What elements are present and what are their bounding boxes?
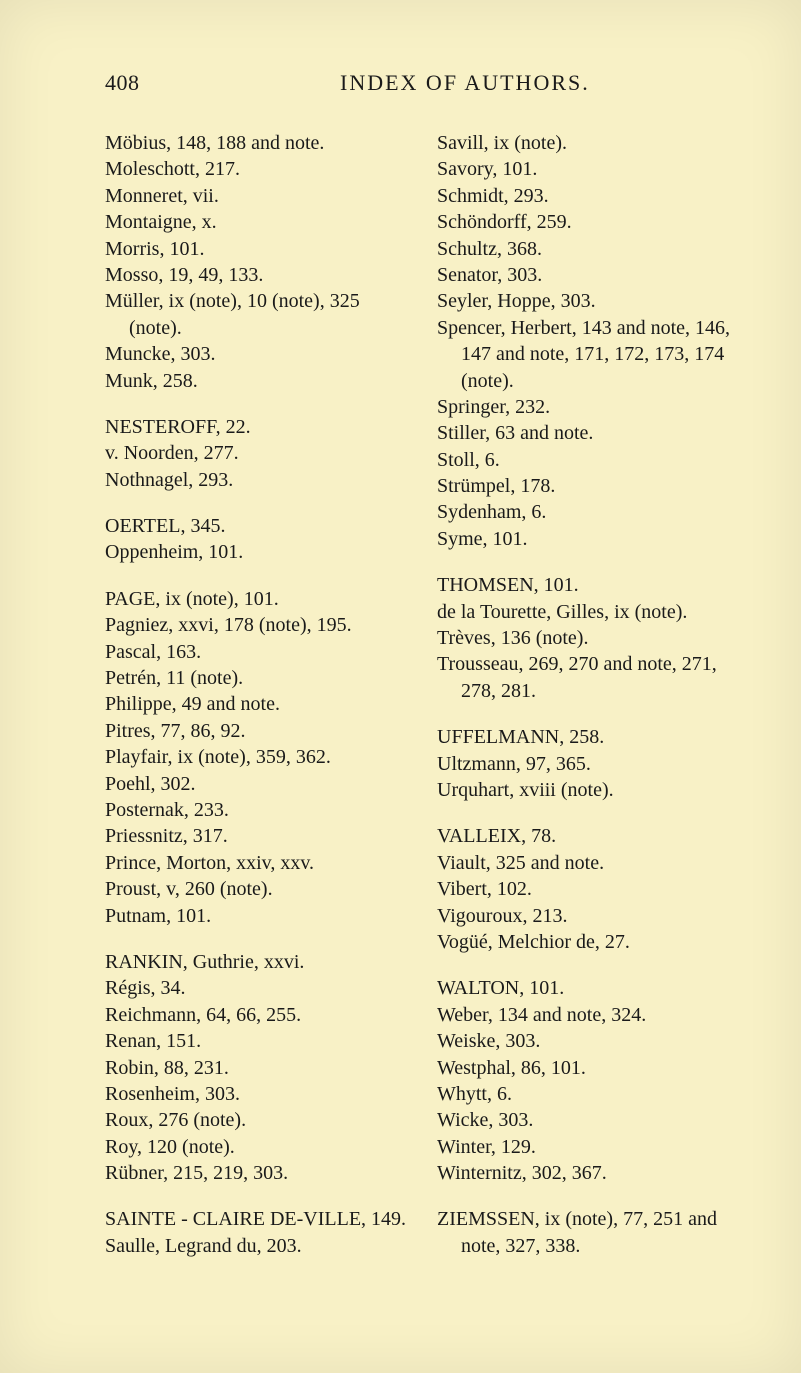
index-entry: Möbius, 148, 188 and note. [105,130,409,156]
index-entry: Müller, ix (note), 10 (note), 325 (note)… [105,288,409,341]
index-entry: Posternak, 233. [105,797,409,823]
index-entry: Trèves, 136 (note). [437,625,741,651]
group-gap [437,1186,741,1206]
index-entry: UFFELMANN, 258. [437,724,741,750]
running-head: 408 INDEX OF AUTHORS. [105,70,741,96]
index-columns: Möbius, 148, 188 and note.Moleschott, 21… [105,130,741,1259]
index-entry: Moleschott, 217. [105,156,409,182]
index-entry: Stoll, 6. [437,447,741,473]
index-entry: Vigouroux, 213. [437,903,741,929]
index-entry: Schmidt, 293. [437,183,741,209]
index-entry: WALTON, 101. [437,975,741,1001]
index-entry: Saulle, Legrand du, 203. [105,1233,409,1259]
index-entry: Vibert, 102. [437,876,741,902]
index-entry: Savill, ix (note). [437,130,741,156]
index-entry: NESTEROFF, 22. [105,414,409,440]
index-entry: Petrén, 11 (note). [105,665,409,691]
index-entry: Vogüé, Melchior de, 27. [437,929,741,955]
index-entry: Urquhart, xviii (note). [437,777,741,803]
index-entry: Playfair, ix (note), 359, 362. [105,744,409,770]
index-entry: Wicke, 303. [437,1107,741,1133]
group-gap [105,1186,409,1206]
index-entry: Stiller, 63 and note. [437,420,741,446]
index-entry: Nothnagel, 293. [105,467,409,493]
index-entry: Mosso, 19, 49, 133. [105,262,409,288]
index-entry: Trousseau, 269, 270 and note, 271, 278, … [437,651,741,704]
index-entry: Rübner, 215, 219, 303. [105,1160,409,1186]
running-title: INDEX OF AUTHORS. [340,70,590,96]
group-gap [437,704,741,724]
index-entry: Senator, 303. [437,262,741,288]
group-gap [105,566,409,586]
index-entry: Munk, 258. [105,368,409,394]
index-entry: Ultzmann, 97, 365. [437,751,741,777]
index-entry: Whytt, 6. [437,1081,741,1107]
index-entry: Sydenham, 6. [437,499,741,525]
index-entry: PAGE, ix (note), 101. [105,586,409,612]
index-entry: Strümpel, 178. [437,473,741,499]
index-entry: Winter, 129. [437,1134,741,1160]
group-gap [437,955,741,975]
index-entry: Springer, 232. [437,394,741,420]
group-gap [105,493,409,513]
index-entry: Syme, 101. [437,526,741,552]
index-entry: Renan, 151. [105,1028,409,1054]
index-entry: Schultz, 368. [437,236,741,262]
index-entry: v. Noorden, 277. [105,440,409,466]
index-entry: Savory, 101. [437,156,741,182]
index-entry: Proust, v, 260 (note). [105,876,409,902]
index-entry: Seyler, Hoppe, 303. [437,288,741,314]
index-entry: Spencer, Herbert, 143 and note, 146, 147… [437,315,741,394]
index-entry: Pascal, 163. [105,639,409,665]
index-entry: Roy, 120 (note). [105,1134,409,1160]
index-entry: Régis, 34. [105,975,409,1001]
index-entry: RANKIN, Guthrie, xxvi. [105,949,409,975]
index-entry: Robin, 88, 231. [105,1055,409,1081]
index-entry: Prince, Morton, xxiv, xxv. [105,850,409,876]
index-entry: Montaigne, x. [105,209,409,235]
index-entry: de la Tourette, Gilles, ix (note). [437,599,741,625]
page: 408 INDEX OF AUTHORS. Möbius, 148, 188 a… [0,0,801,1299]
index-entry: SAINTE - CLAIRE DE-VILLE, 149. [105,1206,409,1232]
index-entry: THOMSEN, 101. [437,572,741,598]
group-gap [437,552,741,572]
group-gap [105,394,409,414]
index-entry: Putnam, 101. [105,903,409,929]
group-gap [437,803,741,823]
group-gap [105,929,409,949]
index-entry: Priessnitz, 317. [105,823,409,849]
index-entry: Winternitz, 302, 367. [437,1160,741,1186]
index-entry: Rosenheim, 303. [105,1081,409,1107]
index-entry: VALLEIX, 78. [437,823,741,849]
index-entry: Reichmann, 64, 66, 255. [105,1002,409,1028]
index-entry: Oppenheim, 101. [105,539,409,565]
index-entry: Schöndorff, 259. [437,209,741,235]
index-entry: ZIEMSSEN, ix (note), 77, 251 and note, 3… [437,1206,741,1259]
index-entry: Viault, 325 and note. [437,850,741,876]
index-entry: OERTEL, 345. [105,513,409,539]
right-column: Savill, ix (note).Savory, 101.Schmidt, 2… [437,130,741,1259]
index-entry: Weiske, 303. [437,1028,741,1054]
page-number: 408 [105,70,340,96]
index-entry: Pitres, 77, 86, 92. [105,718,409,744]
index-entry: Poehl, 302. [105,771,409,797]
left-column: Möbius, 148, 188 and note.Moleschott, 21… [105,130,409,1259]
index-entry: Muncke, 303. [105,341,409,367]
index-entry: Morris, 101. [105,236,409,262]
index-entry: Weber, 134 and note, 324. [437,1002,741,1028]
index-entry: Monneret, vii. [105,183,409,209]
index-entry: Philippe, 49 and note. [105,691,409,717]
index-entry: Pagniez, xxvi, 178 (note), 195. [105,612,409,638]
index-entry: Westphal, 86, 101. [437,1055,741,1081]
index-entry: Roux, 276 (note). [105,1107,409,1133]
